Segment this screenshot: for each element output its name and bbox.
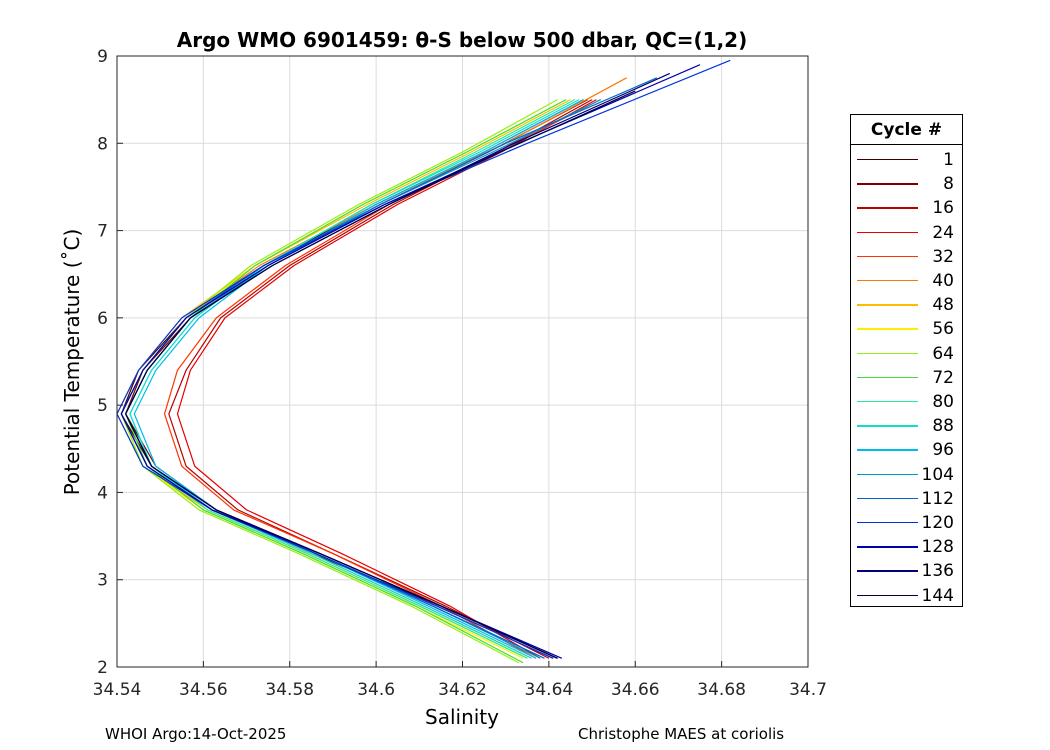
legend-item: 24 xyxy=(851,221,962,245)
x-tick-label: 34.64 xyxy=(525,680,574,700)
legend-item: 64 xyxy=(851,342,962,366)
legend-label: 120 xyxy=(921,513,954,533)
series-line-cycle-40 xyxy=(120,77,627,659)
legend-swatch xyxy=(857,594,918,596)
series-line-cycle-96 xyxy=(133,99,584,659)
y-axis-label: Potential Temperature (˚C) xyxy=(60,229,84,496)
legend-swatch xyxy=(857,304,918,306)
legend-item: 144 xyxy=(851,584,962,608)
legend-item: 112 xyxy=(851,487,962,511)
x-tick-label: 34.56 xyxy=(179,680,228,700)
series-lines xyxy=(116,59,731,664)
legend-swatch xyxy=(857,522,918,524)
legend-swatch xyxy=(857,401,918,403)
legend-swatch xyxy=(857,473,918,475)
y-tick-label: 2 xyxy=(97,658,108,678)
legend-label: 1 xyxy=(943,150,954,170)
y-tick-label: 5 xyxy=(97,396,108,416)
legend-label: 128 xyxy=(921,537,954,558)
y-tick-label: 7 xyxy=(97,222,108,242)
series-line-cycle-32 xyxy=(163,99,601,659)
legend-swatch xyxy=(857,425,918,427)
legend-label: 80 xyxy=(932,392,954,412)
legend-label: 136 xyxy=(921,561,954,582)
legend-label: 40 xyxy=(932,271,954,291)
legend-label: 144 xyxy=(921,585,954,606)
legend-item: 40 xyxy=(851,269,962,293)
footer-credit: Christophe MAES at coriolis xyxy=(578,725,785,743)
legend-item: 72 xyxy=(851,366,962,390)
legend-item: 32 xyxy=(851,245,962,269)
y-tick-label: 3 xyxy=(97,571,108,591)
legend-swatch xyxy=(857,376,918,379)
legend-label: 112 xyxy=(921,488,954,509)
legend-swatch xyxy=(857,352,918,354)
y-tick-label: 4 xyxy=(97,483,108,503)
x-tick-label: 34.68 xyxy=(697,680,746,700)
legend-item: 56 xyxy=(851,317,962,341)
series-line-cycle-88 xyxy=(129,99,580,659)
legend-swatch xyxy=(857,546,918,548)
series-line-cycle-112 xyxy=(120,77,658,659)
y-tick-label: 8 xyxy=(97,134,108,154)
legend-title: Cycle # xyxy=(851,115,962,145)
series-line-cycle-72 xyxy=(125,99,567,664)
legend-label: 104 xyxy=(921,464,954,485)
x-axis-label: Salinity xyxy=(425,705,499,729)
footer-source: WHOI Argo:14-Oct-2025 xyxy=(105,725,287,743)
y-tick-label: 6 xyxy=(97,309,108,329)
series-line-cycle-80 xyxy=(129,99,576,659)
series-line-cycle-24 xyxy=(176,99,597,659)
grid xyxy=(116,55,809,668)
x-tick-label: 34.54 xyxy=(93,680,142,700)
legend-label: 72 xyxy=(932,367,954,388)
legend-swatch xyxy=(857,255,918,258)
x-axis-ticks: 34.54 34.56 34.58 34.6 34.62 34.64 34.66 34.68 3… xyxy=(93,661,827,700)
legend-item: 48 xyxy=(851,293,962,317)
x-tick-label: 34.66 xyxy=(611,680,660,700)
legend-swatch xyxy=(857,449,918,451)
chart-title: Argo WMO 6901459: θ-S below 500 dbar, QC… xyxy=(177,28,747,52)
legend-item: 96 xyxy=(851,438,962,462)
series-line-cycle-128 xyxy=(120,64,701,659)
legend-label: 96 xyxy=(932,440,954,461)
legend-label: 24 xyxy=(932,222,954,243)
legend-label: 8 xyxy=(943,174,954,195)
legend-swatch xyxy=(857,328,918,330)
legend-label: 88 xyxy=(932,416,954,437)
legend-label: 64 xyxy=(932,343,954,364)
series-line-cycle-136 xyxy=(125,72,671,659)
x-tick-label: 34.6 xyxy=(357,680,395,700)
series-line-cycle-144 xyxy=(125,90,636,659)
legend-item: 128 xyxy=(851,535,962,559)
legend-item: 1 xyxy=(851,148,962,172)
legend-label: 48 xyxy=(932,295,954,316)
legend-label: 16 xyxy=(932,198,954,219)
legend-item: 8 xyxy=(851,172,962,196)
y-axis-ticks: 2 3 4 5 6 7 8 9 xyxy=(97,47,123,678)
legend-swatch xyxy=(857,207,918,209)
legend-swatch xyxy=(857,183,918,185)
series-line-cycle-120 xyxy=(116,59,731,659)
legend-item: 136 xyxy=(851,559,962,583)
legend-swatch xyxy=(857,497,918,500)
y-tick-label: 9 xyxy=(97,47,108,67)
legend: Cycle # 1 8 16 24 32 40 48 56 64 72 80 88 96 104 112 12… xyxy=(850,114,963,607)
x-tick-label: 34.58 xyxy=(265,680,314,700)
legend-label: 32 xyxy=(932,246,954,267)
legend-item: 80 xyxy=(851,390,962,414)
legend-item: 120 xyxy=(851,511,962,535)
legend-swatch xyxy=(857,280,918,282)
legend-swatch xyxy=(857,570,918,572)
legend-item: 104 xyxy=(851,463,962,487)
legend-swatch xyxy=(857,159,918,161)
x-tick-label: 34.62 xyxy=(438,680,487,700)
legend-swatch xyxy=(857,231,918,233)
legend-item: 88 xyxy=(851,414,962,438)
legend-item: 16 xyxy=(851,196,962,220)
x-tick-label: 34.7 xyxy=(789,680,827,700)
series-line-cycle-16 xyxy=(168,99,593,659)
legend-label: 56 xyxy=(932,319,954,340)
